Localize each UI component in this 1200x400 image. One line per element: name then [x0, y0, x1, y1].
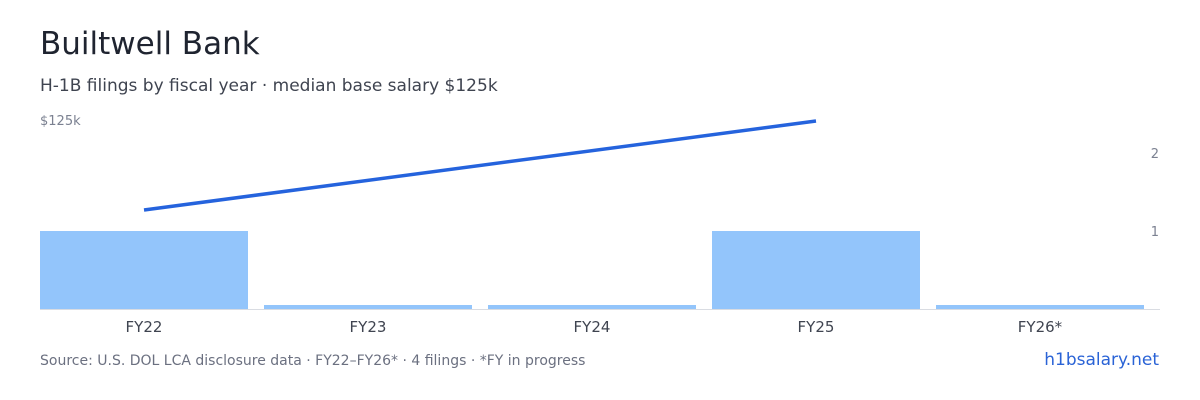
chart-area: FY22 FY23 FY24 FY25 FY26* 1 2 $125k — [40, 114, 1160, 336]
salary-line — [143, 119, 817, 212]
bar-fy26-star — [936, 305, 1144, 309]
brand-link[interactable]: h1bsalary.net — [1044, 350, 1159, 370]
right-axis-tick-label: 2 — [1151, 147, 1159, 162]
bar-fy22 — [40, 231, 248, 309]
bar-fy24 — [488, 305, 696, 309]
chart-title: Builtwell Bank — [40, 26, 260, 62]
x-tick-label: FY22 — [126, 318, 163, 336]
x-tick-label: FY23 — [350, 318, 387, 336]
bar-fy25 — [712, 231, 920, 309]
x-tick-label: FY24 — [574, 318, 611, 336]
bar-fy23 — [264, 305, 472, 309]
right-axis-tick-label: 1 — [1151, 225, 1159, 240]
x-tick-label: FY25 — [798, 318, 835, 336]
x-tick-label: FY26* — [1018, 318, 1063, 336]
left-axis-label: $125k — [40, 114, 81, 129]
source-note: Source: U.S. DOL LCA disclosure data · F… — [40, 353, 586, 369]
chart-subtitle: H-1B filings by fiscal year · median bas… — [40, 76, 498, 96]
